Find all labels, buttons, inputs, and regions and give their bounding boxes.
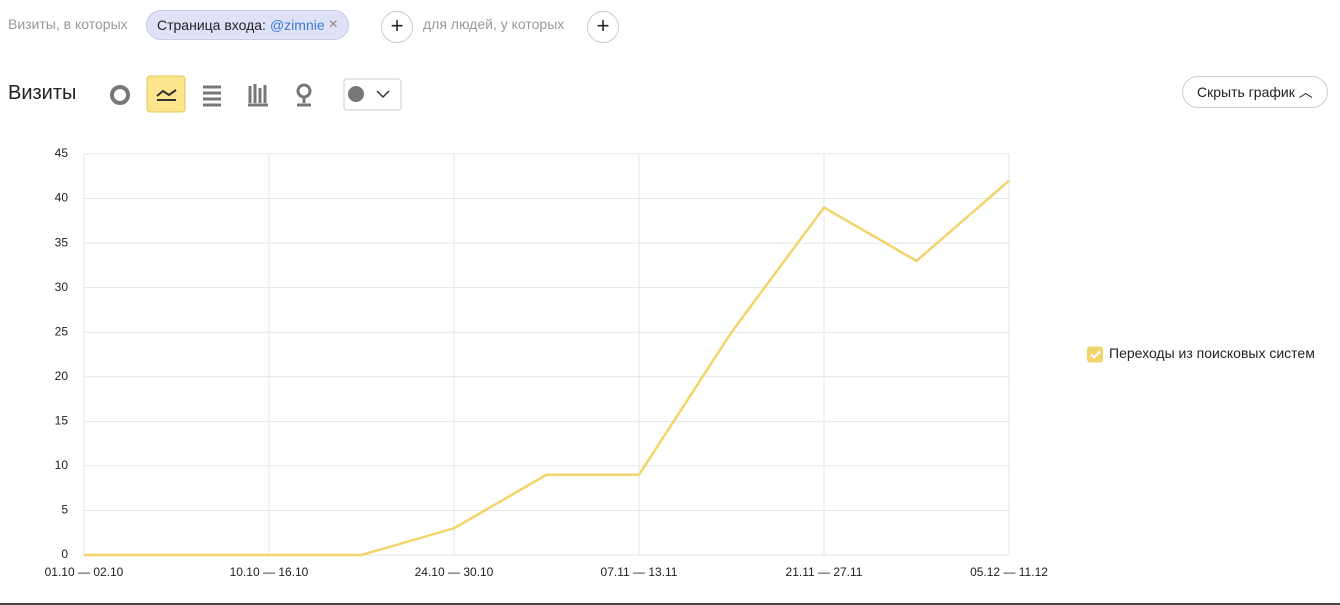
chip-value: @zimnie xyxy=(269,17,325,33)
line-icon xyxy=(156,89,177,101)
pie-icon[interactable] xyxy=(110,85,130,105)
y-tick-label: 45 xyxy=(55,146,69,160)
y-tick-label: 30 xyxy=(55,280,69,294)
chip-close[interactable]: × xyxy=(328,16,338,33)
y-tick-label: 5 xyxy=(61,503,68,517)
map-icon[interactable] xyxy=(296,83,312,99)
bar-icon[interactable] xyxy=(248,84,268,107)
filter-connector: для людей, у которых xyxy=(423,16,565,32)
y-tick-label: 10 xyxy=(55,458,69,472)
x-tick-label: 21.11 — 27.11 xyxy=(786,565,863,579)
hide-chart-button[interactable]: Скрыть график ︿ xyxy=(1182,76,1328,108)
filter-prefix: Визиты, в которых xyxy=(8,16,128,32)
filter-chip[interactable]: Страница входа: @zimnie × xyxy=(146,10,349,40)
y-tick-label: 35 xyxy=(55,235,69,249)
hide-chart-label: Скрыть график xyxy=(1197,84,1295,100)
chart: 0 5 10 15 20 25 30 35 40 45 01.10 — 02.10 10.10 — 1… xyxy=(45,146,1315,579)
y-tick-label: 25 xyxy=(55,324,69,338)
x-tick-label: 10.10 — 16.10 xyxy=(230,565,309,579)
add-button[interactable]: + xyxy=(381,11,413,43)
area-icon[interactable] xyxy=(203,85,221,107)
x-tick-label: 24.10 — 30.10 xyxy=(415,565,494,579)
legend-checkbox[interactable] xyxy=(1087,346,1103,363)
legend-check xyxy=(1090,350,1101,359)
bottom-border xyxy=(0,603,1340,605)
y-tick-label: 15 xyxy=(55,414,69,428)
chart-type-toolbar xyxy=(110,75,402,113)
x-tick-label: 05.12 — 11.12 xyxy=(970,565,1048,579)
series-line xyxy=(84,179,1010,557)
y-tick-label: 40 xyxy=(55,191,69,205)
section-title: Визиты xyxy=(8,82,77,104)
chip-label: Страница входа: xyxy=(157,17,266,33)
x-tick-label: 01.10 — 02.10 xyxy=(45,565,124,579)
y-tick-label: 0 xyxy=(61,547,68,561)
x-tick-label: 07.11 — 13.11 xyxy=(601,565,678,579)
legend-label: Переходы из поисковых систем xyxy=(1109,345,1315,361)
y-tick-label: 20 xyxy=(55,369,69,383)
add-button[interactable]: + xyxy=(587,11,619,43)
